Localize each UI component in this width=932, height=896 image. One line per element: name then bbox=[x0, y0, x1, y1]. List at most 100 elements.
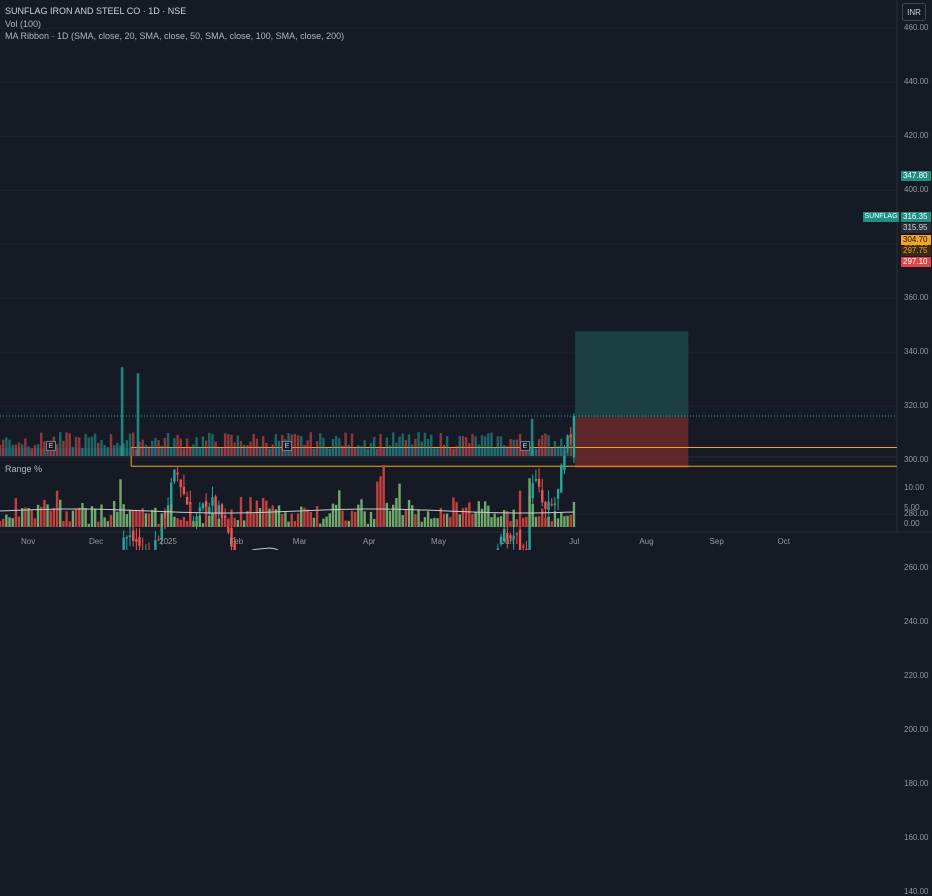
price-axis-label: 260.00 bbox=[904, 563, 929, 573]
range-bar bbox=[214, 514, 217, 527]
volume-bar bbox=[230, 434, 233, 456]
volume-bar bbox=[506, 446, 509, 456]
time-axis-label: Jun bbox=[501, 537, 515, 546]
earnings-marker[interactable]: E bbox=[520, 441, 530, 451]
range-bar bbox=[569, 514, 572, 527]
range-bar bbox=[195, 520, 198, 527]
volume-bar bbox=[59, 432, 62, 456]
range-bar bbox=[566, 515, 569, 527]
range-bar bbox=[265, 500, 268, 527]
candle-body bbox=[496, 548, 500, 550]
volume-bar bbox=[0, 444, 2, 456]
volume-bar bbox=[220, 447, 224, 456]
range-bar bbox=[372, 518, 376, 527]
range-bar bbox=[255, 500, 259, 527]
range-bar bbox=[436, 518, 439, 527]
range-bar bbox=[388, 510, 392, 527]
range-bar bbox=[522, 517, 525, 527]
range-bar bbox=[474, 512, 477, 527]
range-bar bbox=[43, 499, 46, 527]
price-axis-label: 320.00 bbox=[904, 401, 929, 411]
candle-body bbox=[138, 536, 141, 547]
range-bar bbox=[293, 521, 297, 527]
volume-bar bbox=[258, 446, 262, 456]
range-bar bbox=[185, 521, 189, 527]
range-bar bbox=[553, 511, 557, 527]
range-bar bbox=[217, 518, 220, 527]
volume-bar bbox=[553, 440, 557, 456]
volume-bar bbox=[271, 444, 274, 456]
candle-body bbox=[170, 482, 173, 509]
volume-bar bbox=[300, 435, 303, 456]
range-bar bbox=[369, 511, 373, 527]
candle-body bbox=[566, 435, 569, 449]
range-bar bbox=[287, 521, 290, 527]
volume-bar bbox=[141, 439, 144, 456]
volume-spike-bar bbox=[136, 373, 140, 456]
earnings-marker[interactable]: E bbox=[282, 441, 292, 451]
candle-body bbox=[179, 479, 182, 488]
range-bar bbox=[341, 510, 344, 527]
range-bar bbox=[360, 499, 363, 527]
range-bar bbox=[455, 502, 458, 527]
range-axis-label: 5.00 bbox=[904, 503, 920, 512]
price-axis-label: 180.00 bbox=[904, 779, 929, 789]
range-bar bbox=[306, 509, 309, 527]
earnings-marker[interactable]: E bbox=[46, 441, 56, 451]
range-bar bbox=[27, 507, 30, 527]
volume-bar bbox=[426, 439, 430, 456]
volume-bar bbox=[496, 436, 500, 456]
candle-body bbox=[572, 416, 576, 458]
volume-bar bbox=[534, 448, 538, 456]
range-bar bbox=[547, 516, 550, 527]
range-bar bbox=[131, 510, 135, 527]
price-axis-label: 280.00 bbox=[904, 509, 929, 519]
volume-bar bbox=[166, 433, 170, 456]
volume-bar bbox=[515, 439, 519, 456]
price-axis-label: 160.00 bbox=[904, 833, 929, 843]
range-bar bbox=[439, 508, 442, 527]
price-axis-label: 140.00 bbox=[904, 886, 929, 896]
volume-bar bbox=[87, 437, 90, 456]
volume-bar bbox=[252, 434, 255, 456]
candle-body bbox=[550, 504, 553, 506]
range-bar bbox=[160, 514, 163, 527]
range-bar bbox=[560, 512, 563, 527]
volume-bar bbox=[30, 448, 33, 456]
currency-button[interactable]: INR bbox=[902, 3, 926, 21]
range-bar bbox=[33, 518, 37, 527]
volume-bar bbox=[417, 432, 420, 456]
range-average-line bbox=[0, 508, 574, 514]
range-bar bbox=[268, 508, 271, 527]
volume-bar bbox=[11, 444, 14, 456]
range-bar bbox=[512, 509, 515, 527]
target-zone bbox=[575, 331, 689, 418]
volume-bar bbox=[24, 438, 27, 456]
volume-bar bbox=[334, 435, 338, 456]
range-bar bbox=[211, 512, 214, 527]
candle-body bbox=[173, 469, 176, 482]
volume-bar bbox=[382, 448, 385, 456]
symbol-title[interactable]: SUNFLAG IRON AND STEEL CO · 1D · NSE bbox=[5, 6, 187, 16]
volume-bar bbox=[198, 446, 201, 456]
ma-ribbon-legend[interactable]: MA Ribbon · 1D (SMA, close, 20, SMA, clo… bbox=[5, 31, 345, 41]
candle-body bbox=[125, 536, 129, 539]
range-percent-legend[interactable]: Range % bbox=[5, 464, 43, 474]
range-bar bbox=[385, 502, 389, 527]
price-axis-label: 240.00 bbox=[904, 617, 929, 627]
volume-legend[interactable]: Vol (100) bbox=[5, 19, 42, 29]
chart-canvas[interactable] bbox=[0, 0, 932, 550]
volume-bar bbox=[204, 440, 208, 456]
time-axis-label: Dec bbox=[88, 537, 104, 546]
volume-bar bbox=[62, 440, 65, 456]
time-axis-label: Sep bbox=[709, 537, 724, 546]
chart-area[interactable] bbox=[0, 0, 932, 550]
volume-bar bbox=[293, 433, 297, 456]
volume-bar bbox=[414, 438, 417, 456]
stop-price-tag: 297.10 bbox=[901, 257, 931, 267]
range-bar bbox=[59, 499, 62, 527]
range-bar bbox=[392, 504, 395, 527]
price-axis-label: 360.00 bbox=[904, 293, 929, 303]
range-bar bbox=[138, 510, 141, 527]
volume-bar bbox=[306, 440, 309, 456]
